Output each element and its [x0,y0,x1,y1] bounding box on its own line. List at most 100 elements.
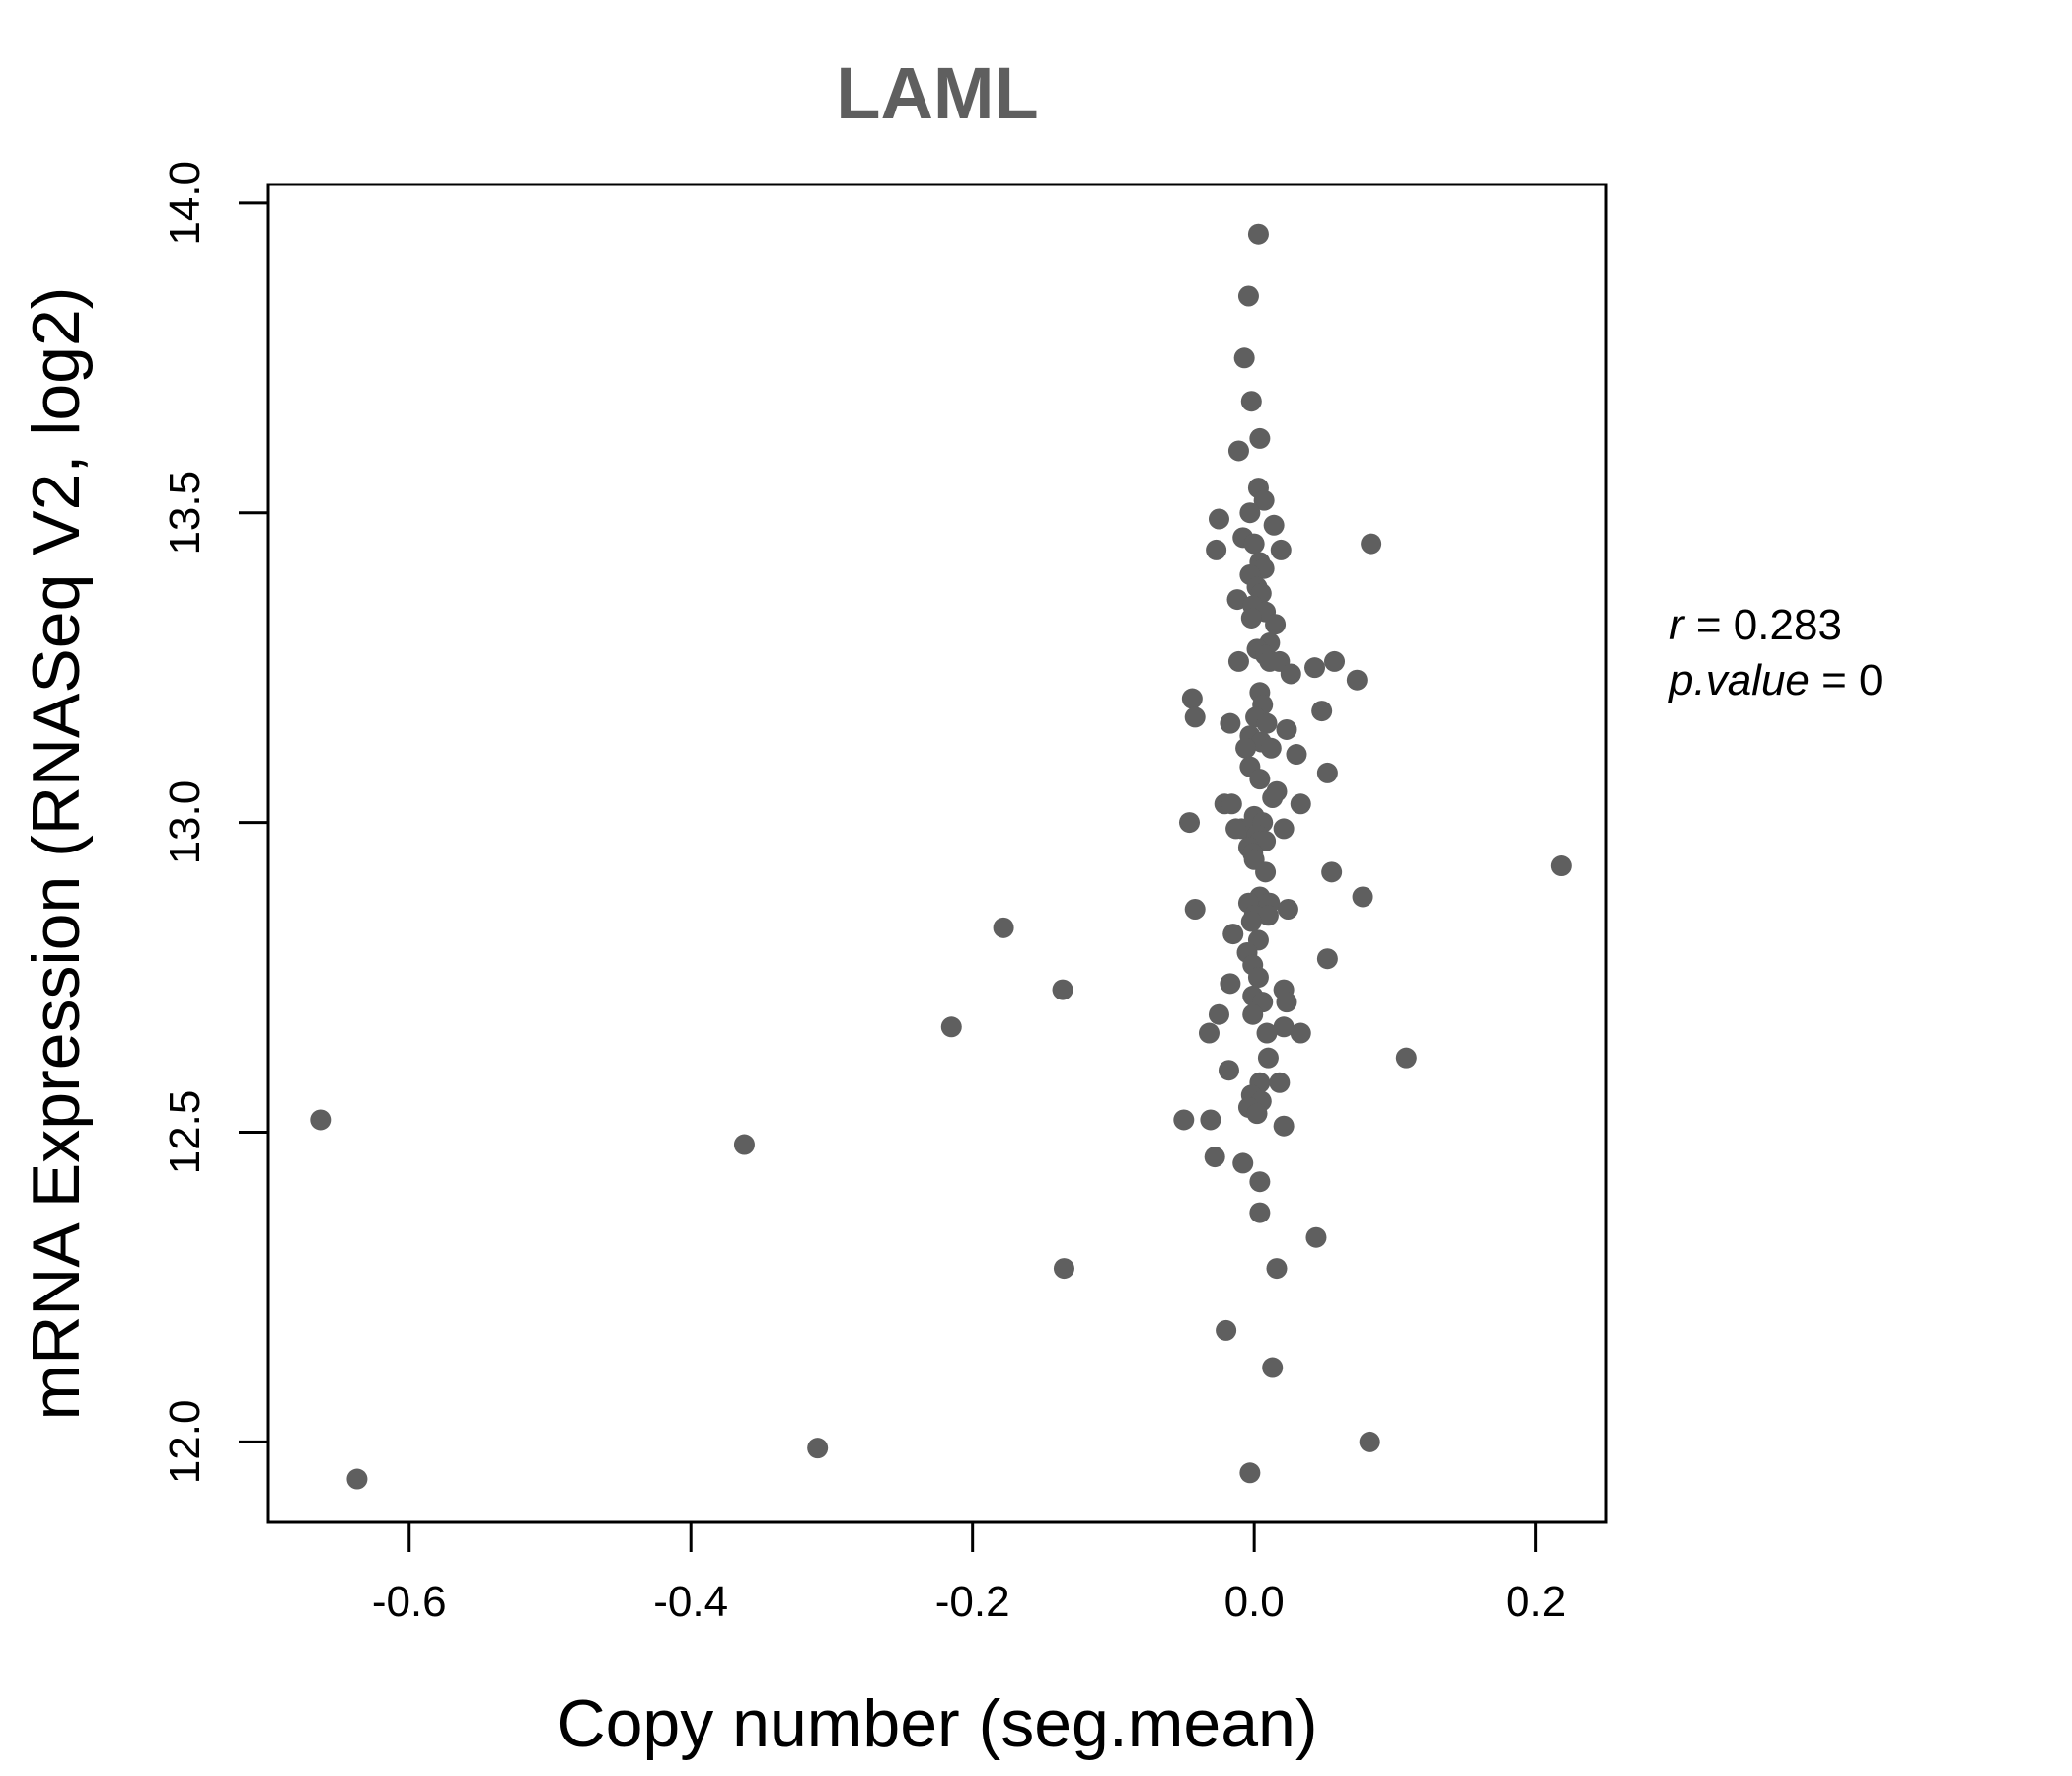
data-point [1178,812,1200,834]
x-tick-label: 0.0 [1224,1578,1285,1626]
data-point [1249,769,1271,790]
y-tick-label: 14.0 [161,161,209,246]
stat-line: p.value = 0 [1667,656,1884,704]
data-point [1181,688,1203,709]
x-tick-label: -0.6 [372,1578,447,1626]
data-point [1277,899,1298,920]
data-point [1256,712,1278,734]
data-point [1222,924,1244,945]
data-point [1246,1103,1268,1125]
data-point [1240,911,1262,932]
data-point [1395,1047,1417,1069]
data-point [1184,706,1206,728]
data-point [1257,1047,1279,1069]
data-point [1346,669,1368,691]
data-point [1316,948,1338,970]
data-point [1249,427,1271,449]
data-point [1249,1202,1271,1223]
stats-annotation: r = 0.283 p.value = 0 [1667,601,1884,704]
data-point [1237,285,1259,307]
data-point [1247,223,1269,245]
x-tick-label: -0.4 [653,1578,728,1626]
data-point [1053,1258,1074,1280]
data-point [1260,737,1282,759]
y-axis: 12.0 12.5 13.0 13.5 14.0 [161,161,268,1484]
stat-variable: p.value [1667,656,1810,704]
data-point [1290,793,1311,815]
data-point [1200,1109,1221,1131]
stat-value: = 0 [1810,656,1884,704]
data-point [1218,1060,1239,1081]
stat-line: r = 0.283 [1669,601,1842,649]
data-point [1227,650,1249,672]
data-point [993,917,1014,938]
x-axis: -0.6 -0.4 -0.2 0.0 0.2 [372,1522,1566,1626]
x-tick-label: 0.2 [1506,1578,1566,1626]
x-tick-label: -0.2 [935,1578,1010,1626]
data-point [1216,1319,1237,1341]
stat-value: = 0.283 [1684,601,1842,649]
data-point [1240,391,1262,412]
data-point [1290,1022,1311,1044]
data-point [1270,539,1292,560]
data-point [1316,762,1338,783]
data-point [1324,650,1346,672]
data-point [733,1134,755,1155]
data-point [1184,899,1206,920]
data-point [1239,502,1261,524]
data-point [1255,830,1277,851]
data-point [1269,1072,1291,1093]
data-point [1232,1152,1254,1174]
data-point [1257,905,1279,926]
data-point [310,1109,332,1131]
data-point [1361,533,1382,555]
data-point [1273,818,1295,840]
data-point [1286,744,1307,766]
y-tick-label: 13.5 [161,471,209,555]
data-point [1352,886,1373,908]
data-point [1233,347,1255,369]
chart-title: LAML [836,52,1039,134]
data-point [1206,539,1227,560]
data-point [1208,1003,1229,1025]
data-point [1311,701,1333,722]
plot-area [266,183,1608,1524]
data-point [1220,712,1241,734]
y-tick-label: 12.5 [161,1090,209,1175]
data-point [1266,1258,1288,1280]
data-point [1198,1022,1220,1044]
data-point [1359,1431,1380,1452]
data-point [1204,1147,1225,1168]
data-point [807,1438,829,1459]
data-point [1255,861,1277,883]
data-point [1273,1016,1295,1038]
data-point [1173,1109,1195,1131]
data-point [346,1468,368,1490]
data-point [1550,855,1572,877]
data-point [1276,992,1297,1013]
data-points [310,223,1572,1490]
data-point [1247,967,1269,989]
data-point [1220,973,1241,995]
data-point [1253,489,1275,511]
data-point [1243,533,1265,555]
data-point [1256,1022,1278,1044]
data-point [1221,793,1242,815]
data-point [1226,589,1248,611]
y-axis-label: mRNA Expression (RNASeq V2, log2) [19,287,94,1421]
data-point [1280,663,1301,685]
data-point [940,1016,962,1038]
data-point [1240,607,1262,629]
data-point [1263,514,1285,536]
y-tick-label: 12.0 [161,1400,209,1485]
data-point [1225,818,1247,840]
data-point [1239,1462,1261,1484]
x-axis-label: Copy number (seg.mean) [556,1686,1317,1761]
stat-variable: r [1669,601,1686,649]
data-point [1276,718,1297,740]
data-point [1305,1226,1327,1248]
data-point [1262,787,1284,808]
data-point [1304,657,1326,679]
data-point [1235,737,1257,759]
